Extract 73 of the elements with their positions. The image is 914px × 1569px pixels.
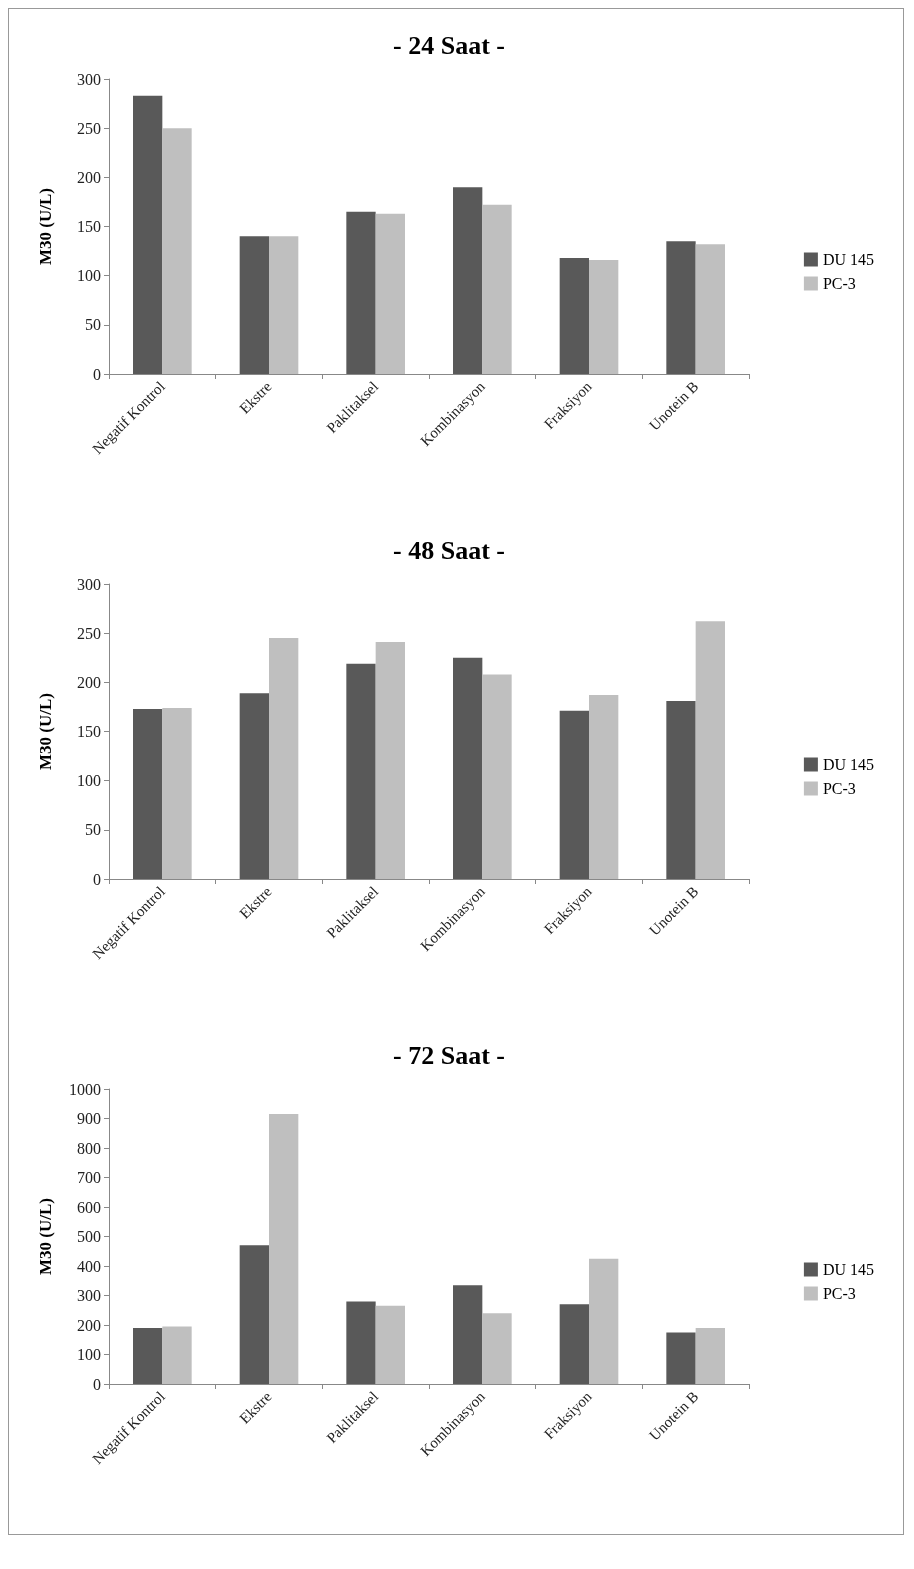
bar (239, 693, 269, 879)
y-tick-label: 250 (77, 119, 101, 137)
y-tick-label: 150 (77, 218, 101, 235)
legend-label: PC-3 (822, 1285, 856, 1302)
bar (666, 1332, 696, 1384)
y-tick-label: 150 (77, 723, 101, 740)
bar (695, 244, 725, 374)
y-tick-label: 200 (77, 168, 101, 186)
y-tick-label: 300 (77, 70, 101, 88)
y-tick-label: 300 (77, 1287, 101, 1304)
y-axis-title: M30 (U/L) (36, 693, 55, 770)
y-tick-label: 50 (85, 316, 101, 334)
bar (162, 1326, 192, 1384)
bar (239, 1245, 269, 1384)
y-tick-label: 200 (77, 673, 101, 691)
bar (346, 663, 376, 879)
bar (269, 638, 299, 879)
chart-title: - 72 Saat - (393, 1040, 505, 1070)
bar (346, 211, 376, 374)
bar (269, 1114, 299, 1384)
bar (695, 1327, 725, 1384)
y-tick-label: 700 (77, 1169, 101, 1186)
bar (589, 259, 619, 374)
y-tick-label: 100 (77, 1346, 101, 1363)
y-tick-label: 200 (77, 1316, 101, 1334)
bar (375, 213, 405, 374)
y-axis-title: M30 (U/L) (36, 1198, 55, 1275)
bar (133, 708, 163, 879)
legend-label: PC-3 (822, 275, 856, 292)
y-tick-label: 300 (77, 575, 101, 593)
legend-label: DU 145 (822, 756, 874, 773)
y-tick-label: 50 (85, 821, 101, 839)
bar (559, 710, 589, 879)
y-tick-label: 100 (77, 267, 101, 285)
bar (482, 1313, 512, 1384)
bar (666, 701, 696, 879)
bar (133, 1327, 163, 1384)
y-tick-label: 600 (77, 1198, 101, 1216)
y-tick-label: 0 (93, 365, 101, 383)
bar (162, 128, 192, 374)
y-tick-label: 800 (77, 1139, 101, 1157)
y-tick-label: 1000 (69, 1080, 101, 1098)
bar (375, 642, 405, 879)
bar (453, 187, 483, 374)
legend-label: DU 145 (822, 251, 874, 268)
bar (559, 1304, 589, 1384)
bar (162, 707, 192, 879)
y-tick-label: 500 (77, 1228, 101, 1245)
bar (482, 674, 512, 879)
legend-label: PC-3 (822, 780, 856, 797)
bar (346, 1301, 376, 1384)
bar (375, 1305, 405, 1384)
bar (559, 257, 589, 374)
y-tick-label: 0 (93, 1375, 101, 1393)
bar (695, 621, 725, 879)
y-tick-label: 250 (77, 624, 101, 642)
bar (133, 95, 163, 374)
y-axis-title: M30 (U/L) (36, 188, 55, 265)
bar (239, 236, 269, 374)
bar (589, 695, 619, 879)
bar (453, 1285, 483, 1384)
y-tick-label: 400 (77, 1257, 101, 1275)
legend-label: DU 145 (822, 1261, 874, 1278)
bar (482, 204, 512, 374)
y-tick-label: 900 (77, 1110, 101, 1127)
bar (453, 657, 483, 879)
bar (589, 1258, 619, 1384)
y-tick-label: 0 (93, 870, 101, 888)
bar (666, 241, 696, 374)
chart-title: - 24 Saat - (393, 30, 505, 60)
y-tick-label: 100 (77, 772, 101, 790)
bar (269, 236, 299, 374)
chart-title: - 48 Saat - (393, 535, 505, 565)
